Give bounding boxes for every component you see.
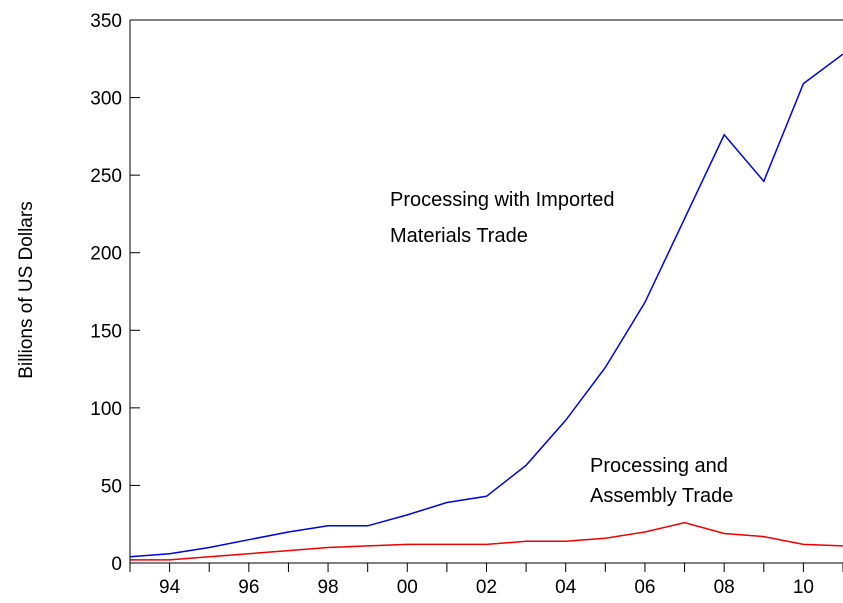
x-tick-label: 00 bbox=[397, 577, 418, 598]
imported-materials-series-line bbox=[129, 53, 843, 558]
x-tick-label: 96 bbox=[238, 577, 259, 598]
y-tick-label: 100 bbox=[90, 399, 122, 420]
imported-materials-annotation-line1: Processing with Imported bbox=[390, 189, 615, 211]
y-tick-label: 50 bbox=[101, 476, 122, 497]
assembly-annotation-line2: Assembly Trade bbox=[590, 485, 733, 507]
x-tick-label: 10 bbox=[793, 577, 814, 598]
y-axis-ticks: 0 50 100 150 200 250 300 350 bbox=[90, 11, 140, 575]
x-tick-label: 02 bbox=[476, 577, 497, 598]
y-tick-label: 150 bbox=[90, 321, 122, 342]
y-tick-label: 350 bbox=[90, 11, 122, 32]
y-tick-label: 0 bbox=[111, 554, 122, 575]
x-axis-ticks: 94 96 98 00 02 04 06 08 10 bbox=[129, 563, 843, 598]
x-tick-label: 04 bbox=[555, 577, 577, 598]
series-lines bbox=[129, 53, 843, 561]
assembly-series-line bbox=[130, 521, 843, 561]
x-tick-label: 06 bbox=[634, 577, 655, 598]
x-tick-label: 94 bbox=[159, 577, 181, 598]
y-tick-label: 300 bbox=[90, 89, 122, 110]
y-tick-label: 200 bbox=[90, 244, 122, 265]
imported-materials-annotation-line2: Materials Trade bbox=[390, 225, 528, 247]
x-tick-label: 08 bbox=[714, 577, 735, 598]
y-tick-label: 250 bbox=[90, 166, 122, 187]
assembly-annotation-line1: Processing and bbox=[590, 455, 728, 477]
x-tick-label: 98 bbox=[317, 577, 338, 598]
y-axis-title: Billions of US Dollars bbox=[16, 201, 37, 378]
